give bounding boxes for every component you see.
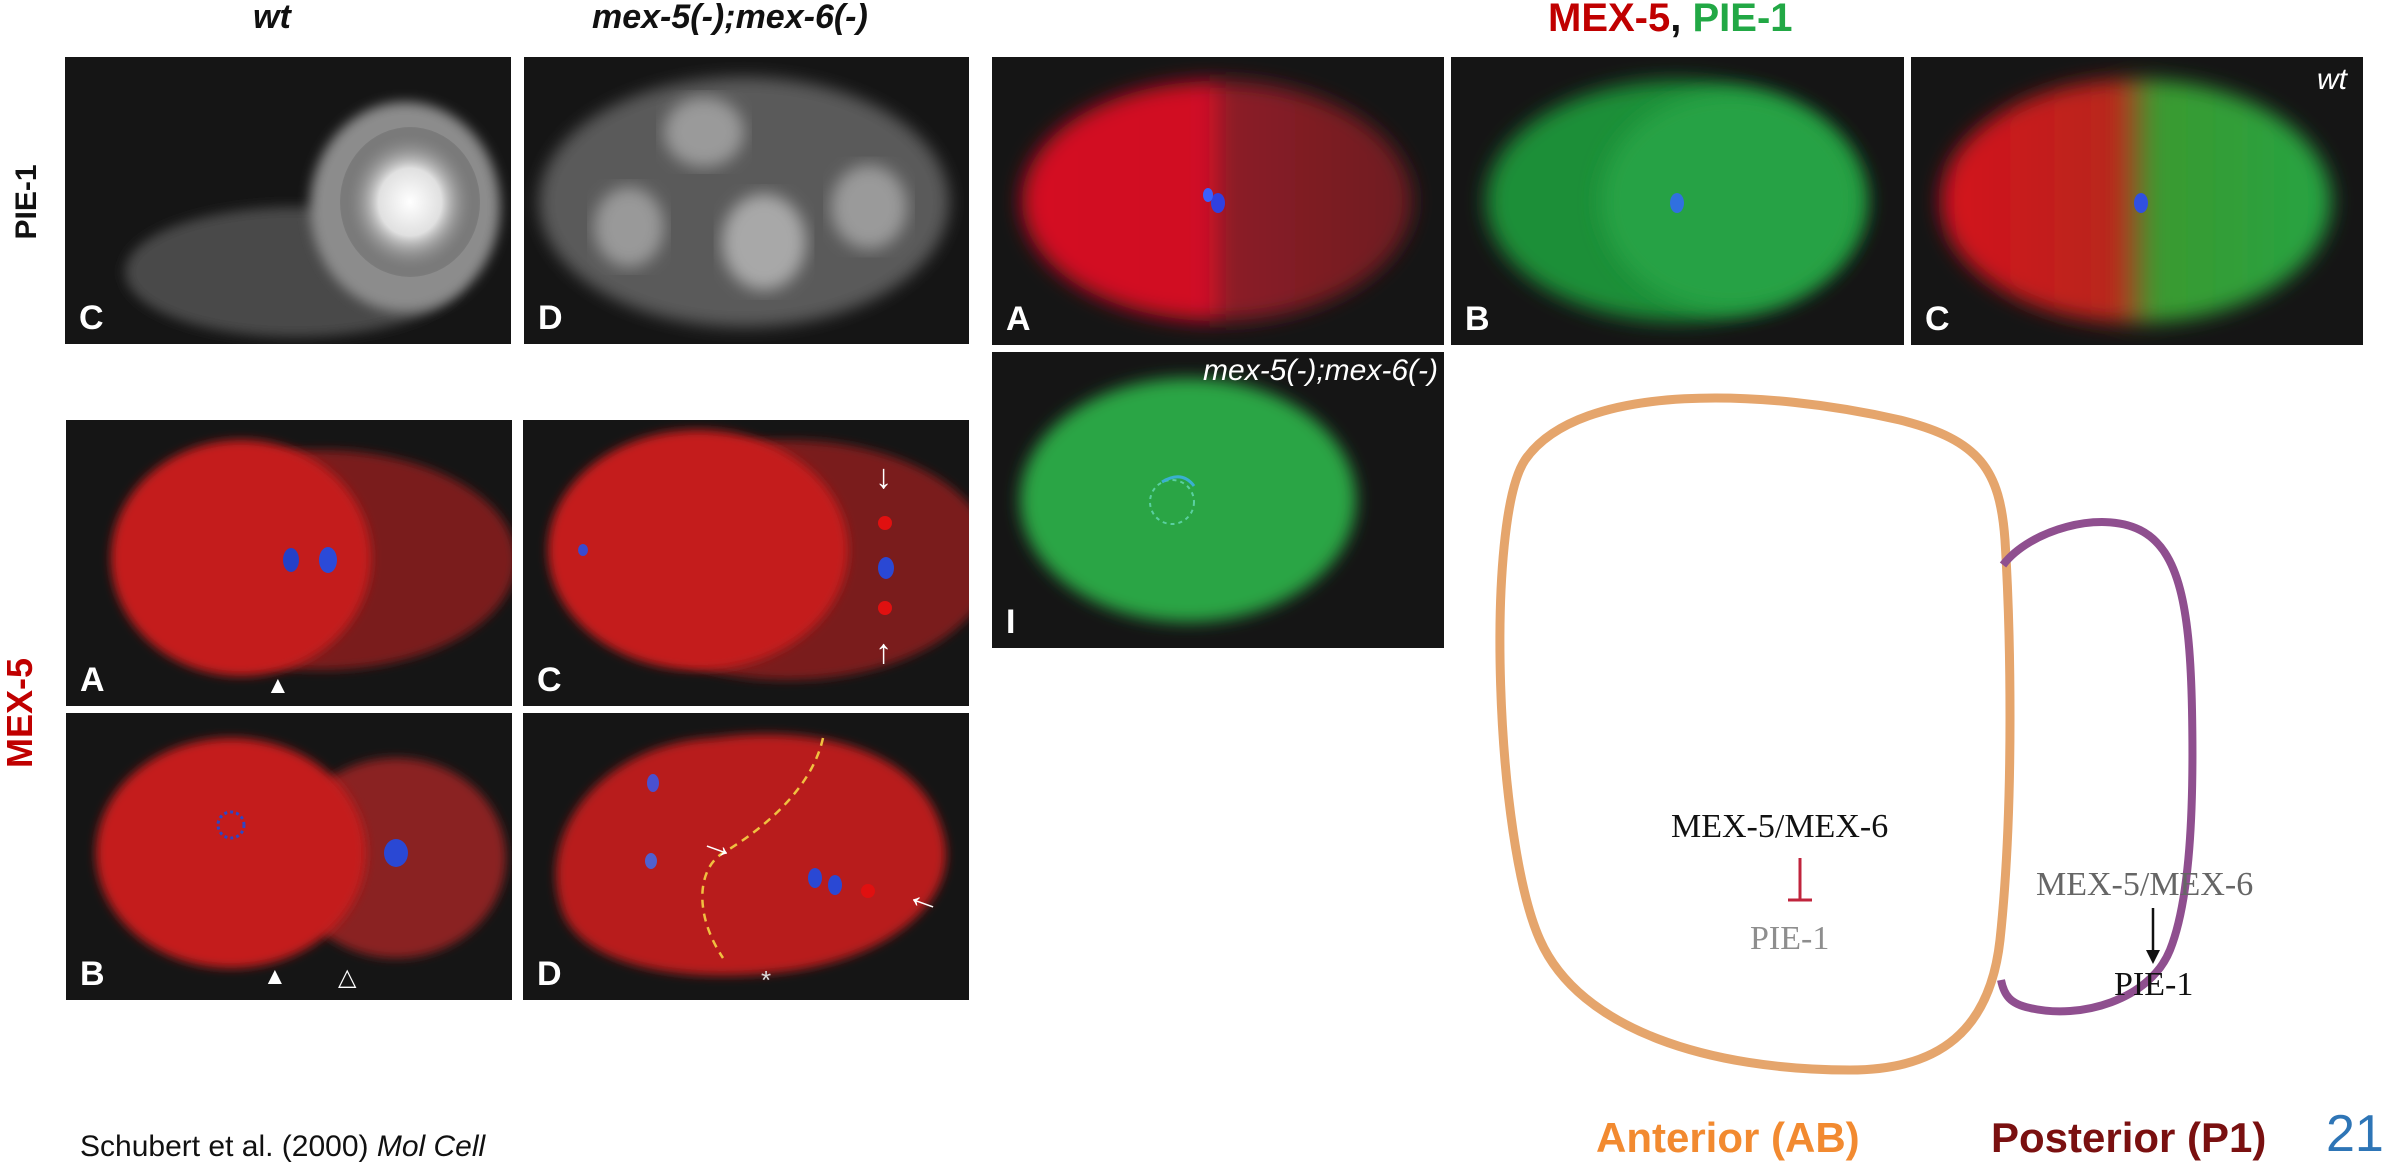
anterior-target-label: PIE-1 (1750, 920, 1830, 957)
panel-label: D (537, 955, 562, 993)
anterior-protein-label: MEX-5/MEX-6 (1671, 808, 1889, 845)
citation-journal: Mol Cell (376, 1130, 486, 1163)
row-label-pie1: PIE-1 (10, 164, 43, 240)
row-label-mex5: MEX-5 (0, 657, 40, 768)
posterior-cell-outline (1997, 518, 2197, 1016)
pie1-panel-wt: C (65, 57, 511, 344)
panel-label: C (79, 299, 104, 337)
panel-label: I (1006, 603, 1016, 641)
mutant-panel-i: mex-5(-);mex-6(-) I (992, 352, 1444, 648)
posterior-label: Posterior (P1) (1991, 1114, 2267, 1161)
panel-label: B (80, 955, 105, 993)
posterior-protein-label: MEX-5/MEX-6 (2036, 866, 2254, 903)
merge-panel-a: A (992, 57, 1444, 345)
col-title-wt: wt (253, 0, 291, 36)
mex5-panel-d: → → * D (523, 713, 969, 1000)
anterior-label: Anterior (AB) (1596, 1114, 1860, 1161)
star-marker: * (761, 965, 772, 995)
merge-title: MEX-5, PIE-1 (1548, 0, 1793, 41)
panel-tag-wt: wt (2317, 63, 2347, 96)
title-separator: , (1670, 0, 1693, 40)
pie1-panel-mutant: D (524, 57, 969, 344)
open-arrowhead-marker: △ (338, 964, 357, 991)
panel-label: C (537, 661, 562, 699)
panel-label: A (80, 661, 105, 699)
posterior-target-label: PIE-1 (2114, 966, 2194, 1003)
cell-diagram (1495, 393, 2197, 1075)
mex5-panel-b: ▲ △ B (66, 713, 512, 1000)
arrow-down-icon: ↓ (875, 458, 892, 496)
arrowhead-marker: ▲ (263, 963, 287, 990)
slide-number: 21 (2326, 1105, 2384, 1163)
col-title-mutant: mex-5(-);mex-6(-) (592, 0, 868, 36)
panel-label: D (538, 299, 563, 337)
title-mex5: MEX-5 (1548, 0, 1671, 40)
merge-panel-b: B (1451, 57, 1904, 345)
mex5-panel-c: ↓ ↑ C (523, 420, 969, 706)
merge-panel-c: wt C (1911, 57, 2363, 345)
arrow-up-icon: ↑ (875, 633, 892, 671)
panel-label: A (1006, 300, 1031, 338)
panel-label: B (1465, 300, 1490, 338)
anterior-cell-outline (1495, 393, 2015, 1075)
citation-authors: Schubert et al. (2000) (80, 1130, 377, 1163)
arrowhead-marker: ▲ (266, 672, 290, 699)
citation: Schubert et al. (2000) Mol Cell (80, 1130, 485, 1164)
mex5-panel-a: ▲ A (66, 420, 512, 706)
title-pie1: PIE-1 (1692, 0, 1793, 40)
panel-tag-mutant: mex-5(-);mex-6(-) (1203, 354, 1438, 387)
panel-label: C (1925, 300, 1950, 338)
